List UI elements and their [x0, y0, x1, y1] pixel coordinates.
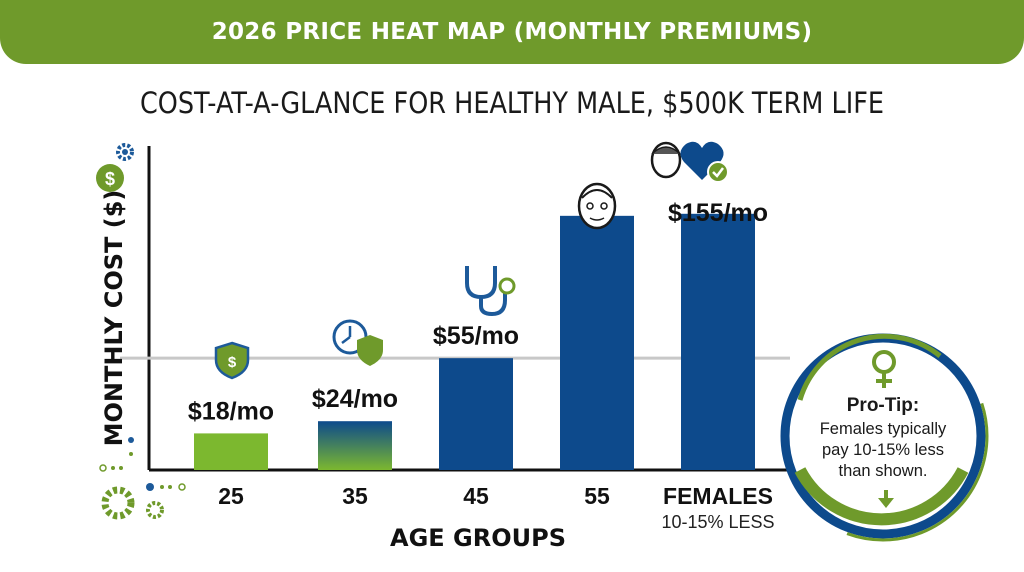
x-tick-label: 35 — [342, 483, 368, 509]
chart-subtitle: COST-AT-A-GLANCE FOR HEALTHY MALE, $500K… — [139, 86, 885, 120]
tip-title: Pro-Tip: — [846, 395, 920, 416]
x-tick-sublabel: 10-15% LESS — [661, 512, 774, 532]
senior-face-icon — [577, 182, 617, 230]
gears-icon — [101, 486, 164, 520]
x-tick-label: FEMALES — [663, 483, 773, 509]
x-axis-title: AGE GROUPS — [390, 524, 566, 552]
bar-females — [681, 213, 755, 471]
dollar-coin-icon: $ — [96, 164, 124, 192]
clock-shield-icon — [332, 319, 383, 366]
gear-icon — [116, 143, 134, 161]
data-label: $24/mo — [312, 385, 398, 413]
bar-35 — [318, 421, 392, 470]
bar-45 — [439, 358, 513, 470]
data-label: $55/mo — [433, 322, 519, 350]
x-tick-label: 45 — [463, 483, 489, 509]
bar-25 — [194, 433, 268, 470]
female-symbol-icon — [872, 350, 896, 388]
dots-decoration-icon — [99, 437, 186, 491]
x-tick-label: 25 — [218, 483, 244, 509]
pro-tip-badge — [777, 330, 989, 542]
data-label: $18/mo — [188, 397, 274, 425]
tip-body: Females typically pay 10-15% less than s… — [819, 420, 947, 480]
shield-dollar-icon: $ — [214, 341, 250, 380]
y-axis-title: MONTHLY COST ($) — [100, 190, 128, 447]
svg-text:$: $ — [228, 354, 237, 371]
x-tick-label: 55 — [584, 483, 610, 509]
header-banner: 2026 PRICE HEAT MAP (MONTHLY PREMIUMS) — [0, 0, 1024, 64]
stethoscope-icon — [465, 266, 516, 317]
bar-55 — [560, 215, 634, 470]
data-label: $155/mo — [668, 199, 768, 227]
face-heart-check-icon — [650, 141, 729, 183]
down-arrow-icon — [878, 490, 894, 508]
page-title: 2026 PRICE HEAT MAP (MONTHLY PREMIUMS) — [211, 19, 813, 45]
svg-text:$: $ — [105, 169, 115, 189]
